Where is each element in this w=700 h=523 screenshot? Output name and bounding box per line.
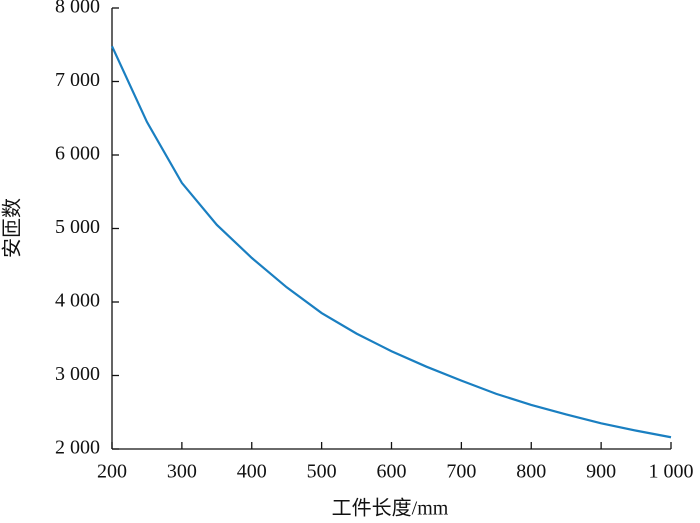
x-tick-label: 1 000 [649, 461, 694, 483]
y-tick-label: 2 000 [55, 437, 100, 459]
x-tick-label: 500 [307, 461, 337, 483]
x-tick-label: 700 [446, 461, 476, 483]
x-tick-label: 400 [237, 461, 267, 483]
x-tick-label: 200 [97, 461, 127, 483]
y-tick-label: 8 000 [55, 0, 100, 18]
x-tick-label: 800 [516, 461, 546, 483]
x-tick-label: 300 [167, 461, 197, 483]
y-tick-label: 7 000 [55, 69, 100, 91]
y-tick-label: 3 000 [55, 363, 100, 385]
x-axis-label: 工件长度/mm [332, 497, 449, 520]
y-tick-label: 4 000 [55, 290, 100, 312]
line-series [111, 45, 672, 439]
y-tick-label: 5 000 [55, 216, 100, 238]
x-tick-label: 900 [586, 461, 616, 483]
y-tick-label: 6 000 [55, 143, 100, 165]
x-tick-label: 600 [377, 461, 407, 483]
y-axis-label: 安匝数 [1, 198, 24, 258]
